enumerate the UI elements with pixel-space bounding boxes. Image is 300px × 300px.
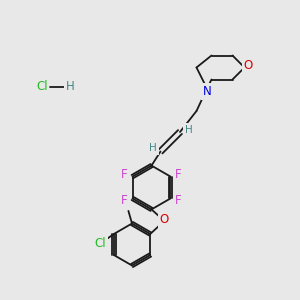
Text: O: O xyxy=(244,59,253,72)
Text: H: H xyxy=(184,124,192,135)
Text: H: H xyxy=(66,80,75,94)
Text: F: F xyxy=(121,168,128,181)
Text: H: H xyxy=(149,143,157,153)
Text: N: N xyxy=(202,85,211,98)
Text: O: O xyxy=(160,213,169,226)
Text: Cl: Cl xyxy=(36,80,48,94)
Text: F: F xyxy=(175,194,182,207)
Text: F: F xyxy=(175,168,182,181)
Text: F: F xyxy=(121,194,128,207)
Text: Cl: Cl xyxy=(94,237,106,250)
